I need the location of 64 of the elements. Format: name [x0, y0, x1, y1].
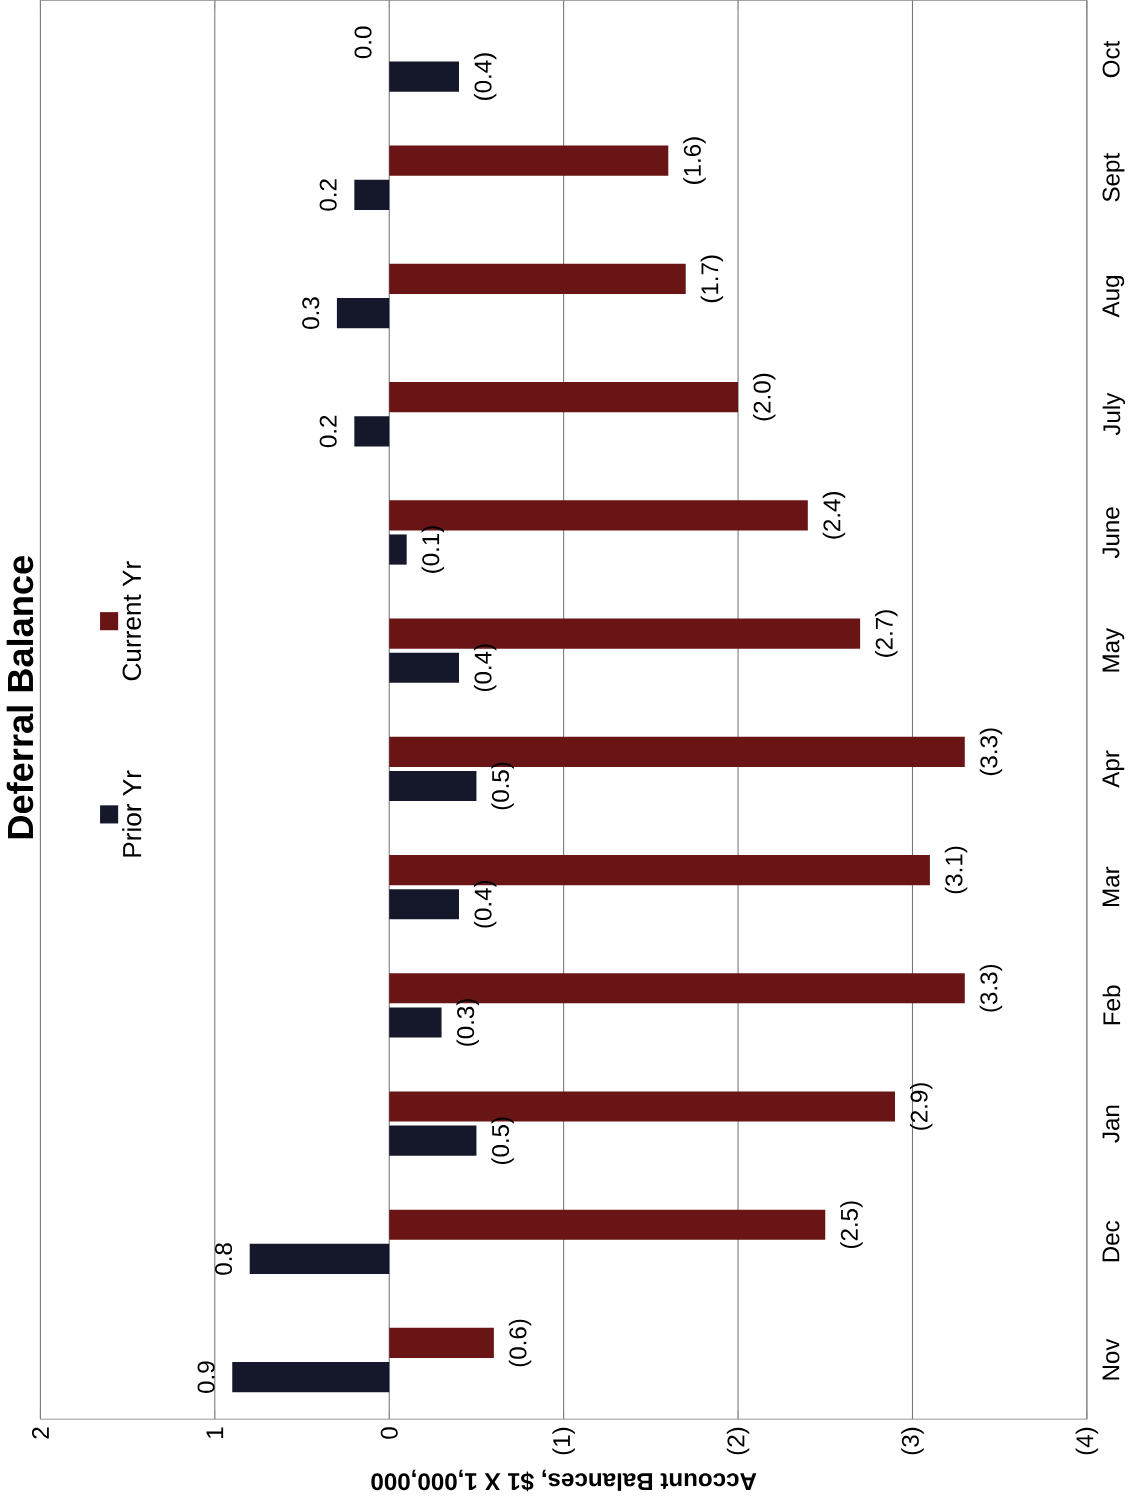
data-label: (2.7): [875, 610, 898, 657]
data-label: (3.1): [944, 846, 968, 894]
y-tick-label: Oct: [1102, 40, 1120, 78]
data-label: (2.5): [840, 1201, 863, 1249]
data-label: (0.3): [456, 999, 480, 1046]
data-label: (2.9): [910, 1083, 933, 1130]
data-label: (0.4): [474, 880, 497, 928]
data-label: 0.8: [215, 1243, 233, 1275]
x-tick-label: 1: [206, 1427, 224, 1438]
y-tick-label: Dec: [1102, 1221, 1120, 1262]
data-label: 0.3: [302, 297, 320, 329]
bar: [389, 1209, 826, 1240]
y-tick-label: Aug: [1102, 276, 1125, 318]
legend-label: Current Yr: [122, 561, 142, 681]
bar: [389, 1125, 477, 1156]
bar: [354, 179, 390, 210]
bar: [389, 61, 460, 92]
y-tick-label: Nov: [1102, 1338, 1120, 1380]
bar: [337, 297, 390, 329]
legend-label: Prior Yr: [122, 770, 142, 857]
data-label: (0.4): [474, 53, 497, 100]
y-tick-label: Jan: [1102, 1105, 1120, 1143]
bar: [389, 145, 669, 176]
data-label: 0.0: [354, 26, 372, 59]
data-label: 0.9: [197, 1361, 215, 1394]
bar: [389, 1007, 442, 1038]
bar: [389, 263, 686, 294]
y-tick-label: July: [1102, 392, 1126, 436]
x-tick-label: (1): [552, 1427, 575, 1455]
x-tick-label: (4): [1075, 1427, 1099, 1455]
data-label: (1.6): [683, 137, 706, 184]
data-label: 0.2: [319, 179, 337, 211]
x-tick-label: (3): [901, 1427, 924, 1455]
y-tick-label: Mar: [1102, 866, 1120, 906]
bar: [389, 534, 407, 565]
data-label: (0.6): [508, 1319, 532, 1367]
bar: [389, 889, 460, 920]
bar: [389, 1327, 494, 1359]
data-label: (0.5): [491, 762, 514, 810]
data-label: (3.3): [979, 728, 1003, 776]
data-label: (0.4): [474, 644, 497, 692]
data-label: (1.7): [700, 255, 724, 303]
x-tick-label: (2): [726, 1427, 750, 1455]
y-tick-label: June: [1102, 507, 1120, 559]
data-label: (2.4): [822, 492, 846, 539]
data-label: (3.3): [979, 964, 1003, 1012]
x-tick-label: 2: [32, 1427, 49, 1439]
bar: [389, 652, 460, 683]
data-label: (0.5): [491, 1117, 514, 1165]
y-tick-label: Sept: [1102, 153, 1125, 202]
bar: [232, 1362, 390, 1393]
y-tick-label: Apr: [1102, 750, 1125, 788]
data-label: (0.1): [421, 526, 445, 573]
x-axis-title: Account Balances, $1 X 1,000,000: [371, 1469, 757, 1492]
bar: [354, 416, 390, 447]
data-label: (2.0): [753, 373, 776, 421]
data-label: 0.2: [319, 415, 337, 448]
bar: [389, 382, 739, 413]
text: Deferral Balance: [6, 556, 34, 839]
bar: [389, 770, 477, 802]
y-tick-label: Feb: [1102, 985, 1121, 1025]
y-tick-label: May: [1102, 627, 1125, 672]
x-tick-label: 0: [380, 1427, 398, 1439]
bar: [249, 1243, 390, 1275]
